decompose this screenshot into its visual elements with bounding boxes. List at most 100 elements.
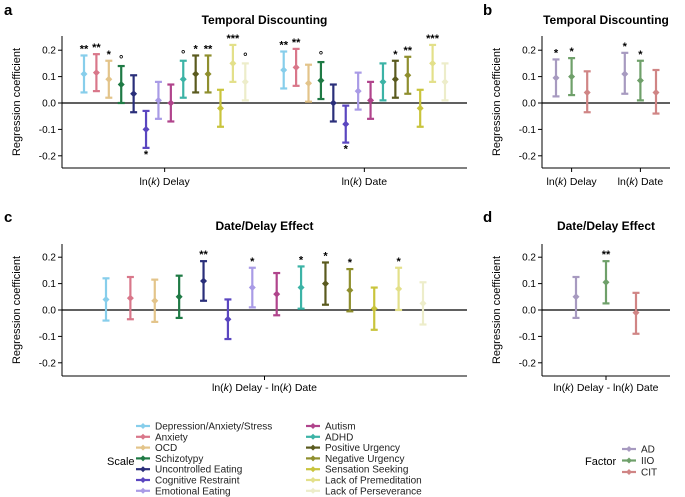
x-group-label: ln(k) Delay - ln(k) Date xyxy=(553,382,658,394)
legend-item-label: Autism xyxy=(325,422,356,433)
significance-label: * xyxy=(194,43,199,55)
x-group-label-text: ln( xyxy=(140,176,152,188)
y-tick-label: 0.1 xyxy=(522,279,536,290)
legend-swatch-marker xyxy=(140,455,146,462)
x-group-label: ln(k) Delay - ln(k) Date xyxy=(212,382,317,394)
x-group-label-var: k xyxy=(151,176,157,188)
y-axis-label: Regression coefficient xyxy=(491,256,503,364)
x-group-label-text: ) Date xyxy=(359,176,388,188)
point-marker xyxy=(154,96,162,104)
point-marker xyxy=(273,290,281,298)
legend-item-label: Anxiety xyxy=(155,432,188,443)
legend-item-label: Cognitive Restraint xyxy=(155,476,240,487)
panel-c-chart: -0.2 -0.1 0.0 0.1 0.2 Regression coefficient D… xyxy=(11,219,467,394)
point-marker xyxy=(105,75,113,83)
x-group-label: ln(k) Delay xyxy=(547,176,598,188)
point-marker xyxy=(416,104,424,112)
chart-title: Temporal Discounting xyxy=(202,13,328,27)
significance-label: * xyxy=(638,49,643,61)
legend-item-label: IIO xyxy=(641,456,655,467)
point-marker xyxy=(305,79,313,87)
legend-item-label: Uncontrolled Eating xyxy=(155,465,242,476)
significance-label: * xyxy=(107,49,112,61)
y-axis-label: Regression coefficient xyxy=(11,256,23,364)
legend-item-label: ADHD xyxy=(325,432,353,443)
scale-legend-title: Scale xyxy=(107,456,135,468)
point-marker xyxy=(280,66,288,74)
significance-label: * xyxy=(144,149,149,161)
y-axis-label: Regression coefficient xyxy=(11,48,23,156)
point-marker xyxy=(568,73,576,81)
chart-title: Temporal Discounting xyxy=(543,13,669,27)
significance-label: ** xyxy=(92,42,101,54)
y-tick-label: 0.2 xyxy=(42,253,56,264)
x-group-label-text: ) Delay xyxy=(156,176,190,188)
significance-label: ° xyxy=(119,54,123,66)
y-tick-label: -0.1 xyxy=(39,332,57,343)
x-group-label-var: k xyxy=(565,382,571,394)
point-marker xyxy=(391,75,399,83)
point-marker xyxy=(117,81,125,89)
point-marker xyxy=(297,284,305,292)
point-marker xyxy=(441,78,449,86)
point-marker xyxy=(395,285,403,293)
y-tick-label: 0.0 xyxy=(522,99,536,110)
x-group-label-text: ) Delay xyxy=(563,176,597,188)
significance-label: *** xyxy=(226,33,240,45)
y-tick-label: 0.2 xyxy=(42,46,56,57)
chart-title: Date/Delay Effect xyxy=(215,219,313,233)
point-marker xyxy=(367,96,375,104)
significance-label: ** xyxy=(80,43,89,55)
legend-item-label: Sensation Seeking xyxy=(325,465,408,476)
point-marker xyxy=(192,70,200,78)
point-marker xyxy=(200,277,208,285)
point-marker xyxy=(151,297,159,305)
legend-item-label: CIT xyxy=(641,468,657,479)
point-marker xyxy=(346,286,354,294)
panel-label-c: c xyxy=(4,209,12,226)
point-marker xyxy=(179,75,187,83)
legend-item-label: Schizotypy xyxy=(155,454,203,465)
point-marker xyxy=(248,284,256,292)
point-marker xyxy=(126,294,134,302)
significance-label: * xyxy=(396,256,401,268)
y-tick-label: -0.1 xyxy=(519,332,537,343)
legend-item-label: Lack of Perseverance xyxy=(325,486,422,497)
point-marker xyxy=(379,78,387,86)
x-group-label-text: ) Delay - ln( xyxy=(570,382,625,394)
point-marker xyxy=(321,280,329,288)
point-marker xyxy=(204,70,212,78)
significance-label: * xyxy=(348,257,353,269)
point-marker xyxy=(632,309,640,317)
significance-label: ** xyxy=(602,249,611,261)
y-axis-label: Regression coefficient xyxy=(491,48,503,156)
legend-swatch-marker xyxy=(310,423,316,429)
x-group-label-text: ) Delay - ln( xyxy=(229,382,284,394)
y-tick-label: 0.2 xyxy=(522,46,536,57)
legend-item-label: OCD xyxy=(155,443,177,454)
legend-item-label: Lack of Premeditation xyxy=(325,476,422,487)
point-marker xyxy=(130,90,138,98)
y-tick-label: 0.1 xyxy=(42,279,56,290)
y-tick-label: 0.1 xyxy=(522,72,536,83)
y-tick-label: 0.1 xyxy=(42,72,56,83)
legend-swatch-marker xyxy=(626,457,632,464)
legend-swatch-marker xyxy=(140,433,146,440)
legend-swatch-marker xyxy=(140,466,146,473)
point-marker xyxy=(572,293,580,301)
x-group-label-text: ln( xyxy=(618,176,630,188)
point-marker xyxy=(329,99,337,107)
legend-swatch-marker xyxy=(626,446,632,452)
legend-swatch-marker xyxy=(310,466,316,473)
point-marker xyxy=(80,70,88,78)
y-tick-label: -0.2 xyxy=(39,358,57,369)
point-marker xyxy=(175,293,183,301)
point-marker xyxy=(241,78,249,86)
significance-label: * xyxy=(393,49,398,61)
point-marker xyxy=(102,295,110,303)
significance-label: ° xyxy=(319,50,323,62)
y-tick-label: -0.1 xyxy=(519,125,537,136)
point-marker xyxy=(370,305,378,313)
